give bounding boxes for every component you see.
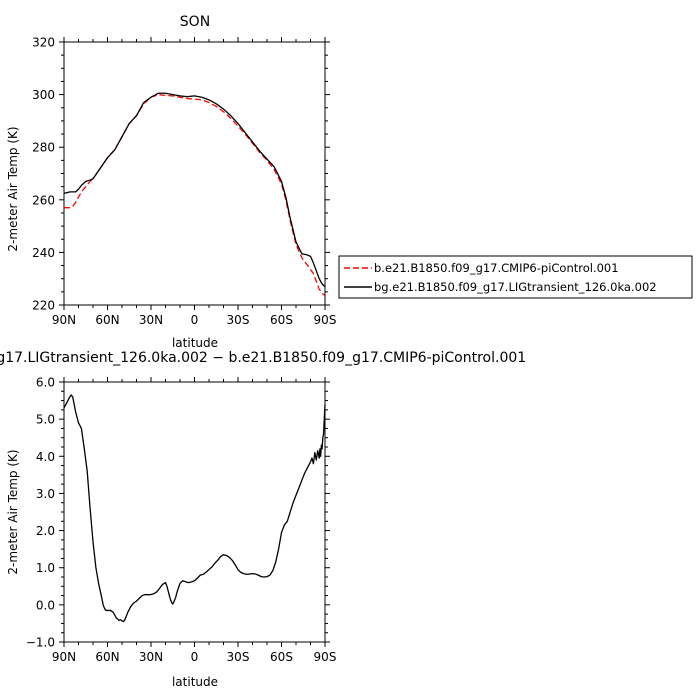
bottom-x-tick-label: 30N xyxy=(139,650,163,664)
top-panel: SON 90N 60N 30N 0 30S 60S 90S 220 240 260 280 300 32… xyxy=(6,14,336,350)
bottom-y-tick-label: 6.0 xyxy=(36,376,55,390)
bottom-x-tick-label: 0 xyxy=(191,650,199,664)
bottom-y-tick-label: 4.0 xyxy=(36,450,55,464)
bottom-x-axis-title: latitude xyxy=(172,675,218,689)
bottom-y-tick-label: −1.0 xyxy=(26,636,55,650)
bottom-y-tick-label: 2.0 xyxy=(36,524,55,538)
top-series-line-1 xyxy=(63,92,326,288)
top-x-tick-label: 30S xyxy=(227,313,250,327)
bottom-plot-area: 90N 60N 30N 0 30S 60S 90S −1.0 0.0 1.0 2.0 3.0 4.0 5.… xyxy=(26,376,337,665)
top-x-tick-label: 30N xyxy=(139,313,163,327)
bottom-y-axis-title: 2-meter Air Temp (K) xyxy=(6,449,20,574)
top-y-tick-label: 280 xyxy=(32,141,55,155)
bottom-y-tick-label: 0.0 xyxy=(36,598,55,612)
bottom-panel: bg.e21.B1850.f09_g17.LIGtransient_126.0k… xyxy=(0,350,526,689)
legend-box xyxy=(338,255,693,299)
top-x-tick-label: 60S xyxy=(270,313,293,327)
legend-label-ligtransient: bg.e21.B1850.f09_g17.LIGtransient_126.0k… xyxy=(374,280,657,294)
top-x-tick-label: 60N xyxy=(95,313,119,327)
top-series-line-0 xyxy=(64,93,326,297)
top-y-tick-label: 260 xyxy=(32,193,55,207)
top-y-axis-title: 2-meter Air Temp (K) xyxy=(6,126,20,251)
bottom-x-tick-label: 60S xyxy=(270,650,293,664)
bottom-x-tick-label: 30S xyxy=(227,650,250,664)
bottom-x-tick-label: 90N xyxy=(52,650,76,664)
top-y-tick-label: 320 xyxy=(32,36,55,50)
bottom-x-tick-label: 90S xyxy=(314,650,337,664)
top-x-tick-label: 90N xyxy=(52,313,76,327)
bottom-y-tick-label: 3.0 xyxy=(36,487,55,501)
top-plot-frame xyxy=(63,41,326,306)
top-plot-area: 90N 60N 30N 0 30S 60S 90S 220 240 260 280 300 320 xyxy=(32,36,336,328)
bottom-series-line-0 xyxy=(63,394,326,623)
top-plot-title: SON xyxy=(180,14,210,30)
legend-label-picontrol: b.e21.B1850.f09_g17.CMIP6-piControl.001 xyxy=(374,261,619,275)
legend: b.e21.B1850.f09_g17.CMIP6-piControl.001 … xyxy=(338,255,693,299)
bottom-y-tick-label: 5.0 xyxy=(36,413,55,427)
top-y-tick-label: 220 xyxy=(32,299,55,313)
top-x-axis-title: latitude xyxy=(172,336,218,350)
bottom-plot-title: bg.e21.B1850.f09_g17.LIGtransient_126.0k… xyxy=(0,350,526,366)
bottom-x-tick-label: 60N xyxy=(95,650,119,664)
bottom-y-tick-label: 1.0 xyxy=(36,561,55,575)
top-y-tick-label: 240 xyxy=(32,246,55,260)
top-x-tick-label: 0 xyxy=(191,313,199,327)
top-x-tick-label: 90S xyxy=(314,313,337,327)
top-y-tick-label: 300 xyxy=(32,88,55,102)
